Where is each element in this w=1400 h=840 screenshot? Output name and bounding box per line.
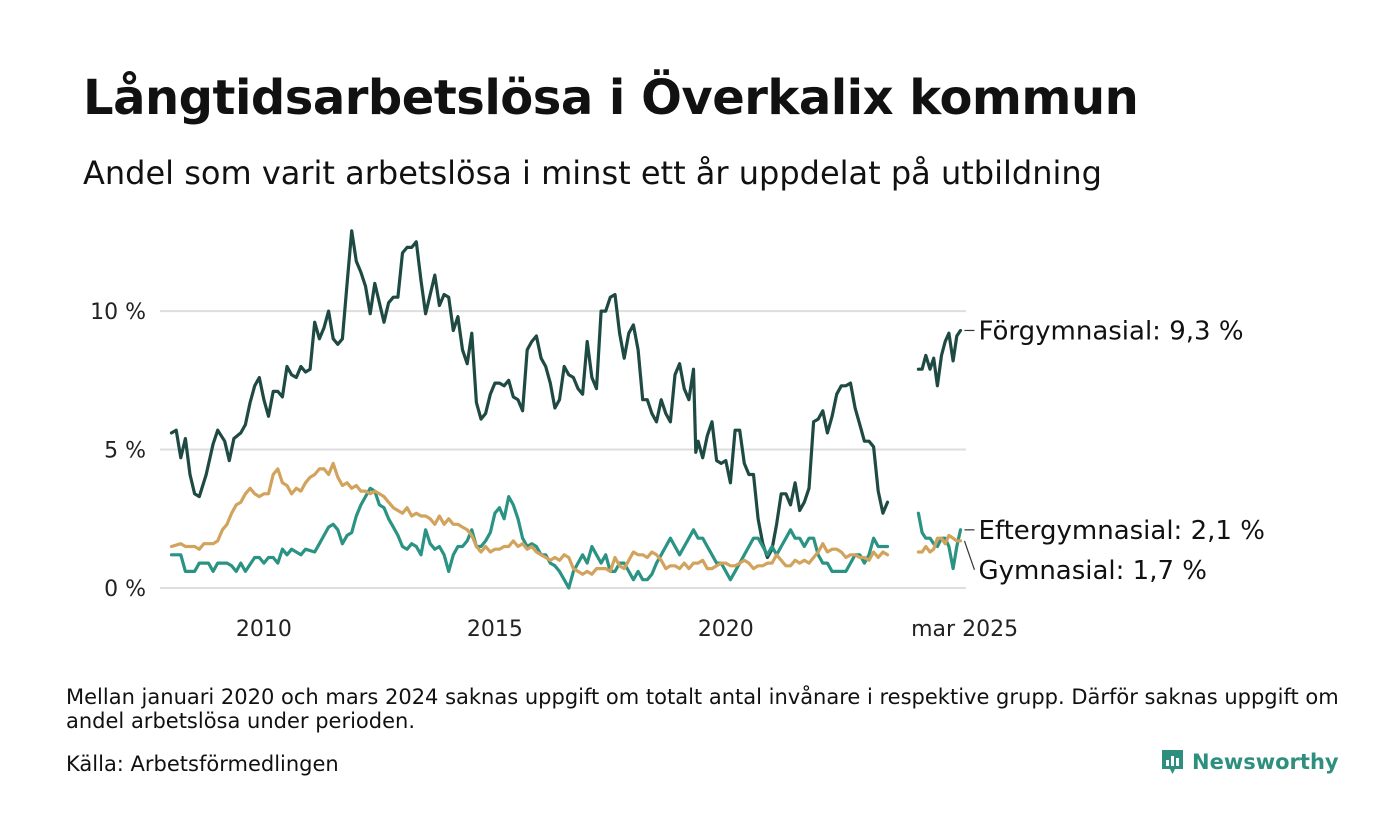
chart-title: Långtidsarbetslösa i Överkalix kommun <box>83 70 1139 126</box>
series-end-label: Eftergymnasial: 2,1 % <box>978 516 1264 546</box>
x-tick-label: 2020 <box>698 617 754 642</box>
series-line-segment <box>916 533 963 554</box>
series-line-segment <box>169 461 890 576</box>
gridlines <box>160 310 966 589</box>
series-line-segment <box>169 229 890 560</box>
x-tick-label: mar 2025 <box>911 617 1018 642</box>
y-tick-label: 5 % <box>104 439 146 464</box>
chart-subtitle: Andel som varit arbetslösa i minst ett å… <box>83 154 1102 192</box>
series-line-segment <box>916 328 963 388</box>
y-tick-label: 10 % <box>90 300 146 325</box>
x-tick-label: 2015 <box>467 617 523 642</box>
brand-logo[interactable]: Newsworthy <box>1160 748 1339 776</box>
series-end-labels: Förgymnasial: 9,3 % Eftergymnasial: 2,1 %… <box>963 316 1265 586</box>
x-tick-label: 2010 <box>236 617 292 642</box>
series-end-label: Gymnasial: 1,7 % <box>978 556 1207 586</box>
series-line-segment <box>169 486 890 590</box>
series-lines <box>169 229 963 590</box>
series-line-segment <box>916 511 963 571</box>
series-förgymnasial <box>169 229 963 560</box>
line-chart: 0 % 5 % 10 % 2010 2015 2020 mar 2025 Förgymnas… <box>90 229 1265 642</box>
y-tick-label: 0 % <box>104 577 146 602</box>
label-leader-line <box>963 540 976 571</box>
series-gymnasial <box>169 461 963 576</box>
series-eftergymnasial <box>169 486 963 590</box>
brand-name: Newsworthy <box>1192 750 1339 774</box>
newsworthy-logo-icon <box>1162 750 1183 774</box>
footnote: Mellan januari 2020 och mars 2024 saknas… <box>66 685 1339 733</box>
source-credit: Källa: Arbetsförmedlingen <box>66 752 339 776</box>
series-end-label: Förgymnasial: 9,3 % <box>978 316 1243 346</box>
axis-ticks: 0 % 5 % 10 % 2010 2015 2020 mar 2025 <box>90 300 1018 642</box>
